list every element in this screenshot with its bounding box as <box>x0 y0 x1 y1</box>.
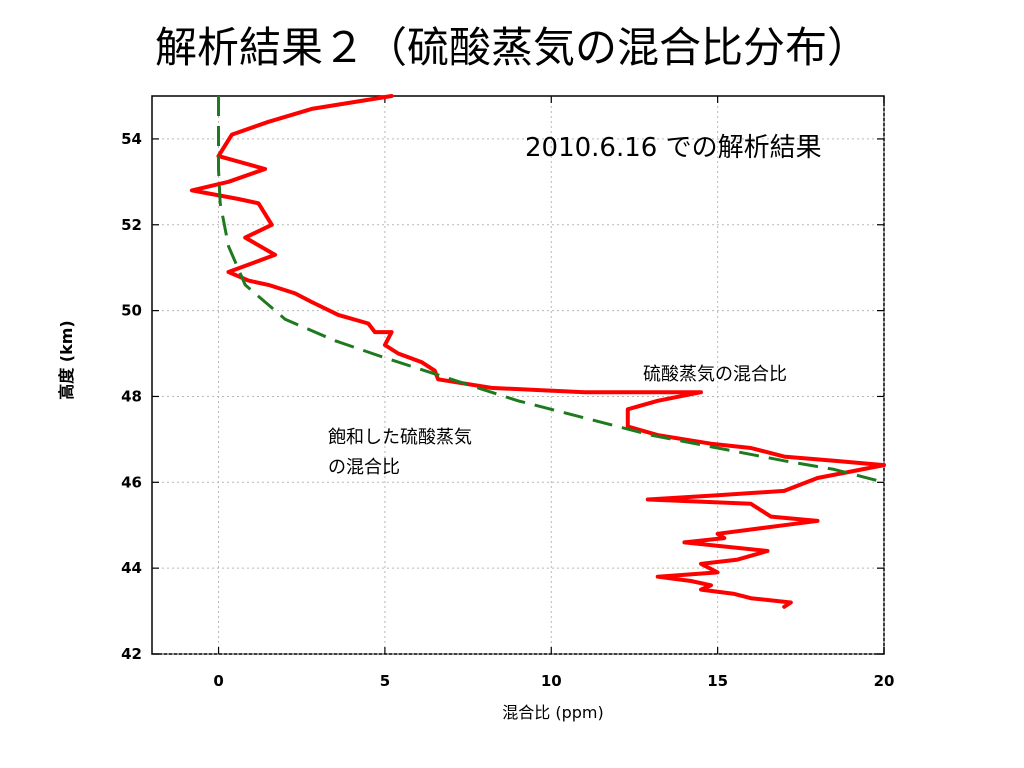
x-tick-label: 15 <box>707 672 728 690</box>
slide-title: 解析結果２（硫酸蒸気の混合比分布） <box>154 23 869 72</box>
y-tick-label: 52 <box>121 216 142 234</box>
y-tick-label: 54 <box>121 130 142 148</box>
y-tick-label: 46 <box>121 473 142 491</box>
x-tick-label: 5 <box>380 672 390 690</box>
y-tick-label: 44 <box>121 559 142 577</box>
observed-mixing-ratio-line <box>189 94 886 609</box>
observed-series-label: 硫酸蒸気の混合比 <box>643 364 787 385</box>
y-tick-label: 50 <box>121 302 142 320</box>
saturated-mixing-ratio-line <box>217 96 885 484</box>
x-tick-label: 20 <box>874 672 895 690</box>
y-axis-label: 高度 (km) <box>57 320 76 400</box>
x-axis-ticks: 0 5 10 15 20 <box>213 96 894 690</box>
saturated-series-label-line2: の混合比 <box>328 457 400 478</box>
plot-area <box>151 95 885 655</box>
y-axis-ticks: 42 44 46 48 50 52 54 <box>121 130 884 663</box>
x-axis-label: 混合比 (ppm) <box>502 703 603 722</box>
x-tick-label: 0 <box>213 672 223 690</box>
saturated-series-label-line1: 飽和した硫酸蒸気 <box>328 427 472 448</box>
y-tick-label: 48 <box>121 387 142 405</box>
x-tick-label: 10 <box>541 672 562 690</box>
y-tick-label: 42 <box>121 645 142 663</box>
analysis-date-annotation: 2010.6.16 での解析結果 <box>525 133 822 163</box>
series-group <box>189 94 886 609</box>
